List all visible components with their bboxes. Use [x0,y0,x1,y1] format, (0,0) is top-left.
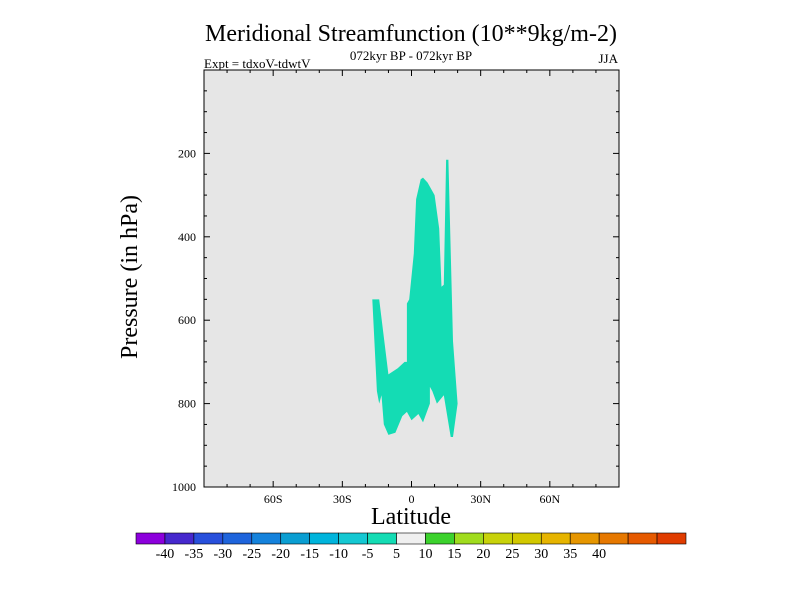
colorbar-label: -15 [300,547,319,562]
colorbar-swatch [569,532,600,545]
colorbar-swatch [598,532,629,545]
colorbar-swatch [656,532,687,545]
colorbar-label: -40 [156,547,175,562]
colorbar-swatch [338,532,368,545]
x-tick-label: 0 [409,492,415,506]
colorbar-swatch [222,532,253,545]
colorbar-swatch [251,532,282,545]
x-tick-label: 30N [470,492,491,506]
colorbar-swatch [627,532,658,545]
colorbar-swatch [512,532,542,545]
colorbar-label: 20 [476,547,490,562]
x-tick-label: 60S [264,492,283,506]
colorbar-label: -25 [242,547,261,562]
colorbar-swatch [367,532,397,545]
colorbar-swatch [540,532,571,545]
plot-frame [203,69,620,488]
colorbar-label: 35 [563,547,577,562]
colorbar-label: 15 [447,547,461,562]
colorbar-swatch [309,532,339,545]
y-tick-label: 800 [178,397,196,411]
colorbar: -40 -35 -30 -25 -20 -15 -10 -5 5 10 15 20 25 30 35 40 [135,532,687,562]
contour-region-0 [372,159,458,437]
colorbar-label: 30 [534,547,548,562]
colorbar-swatch [483,532,513,545]
colorbar-swatch [454,532,484,545]
season-label: JJA [598,51,618,66]
colorbar-swatch [193,532,224,545]
colorbar-label: -30 [214,547,233,562]
y-tick-label: 400 [178,230,196,244]
experiment-label: Expt = tdxoV-tdwtV [204,56,311,71]
colorbar-label: 10 [418,547,432,562]
colorbar-swatch [425,532,455,545]
colorbar-label: 40 [592,547,606,562]
x-axis-label: Latitude [371,504,451,530]
x-tick-label: 30S [333,492,352,506]
colorbar-label: 25 [505,547,519,562]
chart-title: Meridional Streamfunction (10**9kg/m-2) [205,21,617,47]
x-tick-labels: 60S 30S 0 30N 60N [264,492,561,506]
chart-subtitle: 072kyr BP - 072kyr BP [350,48,472,63]
colorbar-label: -35 [185,547,204,562]
y-axis-label: Pressure (in hPa) [117,195,143,359]
contour-regions [372,159,458,437]
colorbar-swatch [280,532,310,545]
y-tick-labels: 200 400 600 800 1000 [172,146,196,494]
colorbar-swatch [164,532,195,545]
y-tick-label: 200 [178,146,196,160]
colorbar-label: -10 [329,547,348,562]
colorbar-swatch [396,532,426,545]
y-tick-label: 600 [178,313,196,327]
colorbar-label: 5 [393,547,400,562]
colorbar-swatch [135,532,166,545]
colorbar-label: -20 [271,547,290,562]
x-tick-label: 60N [539,492,560,506]
y-tick-label: 1000 [172,480,196,494]
colorbar-label: -5 [362,547,374,562]
